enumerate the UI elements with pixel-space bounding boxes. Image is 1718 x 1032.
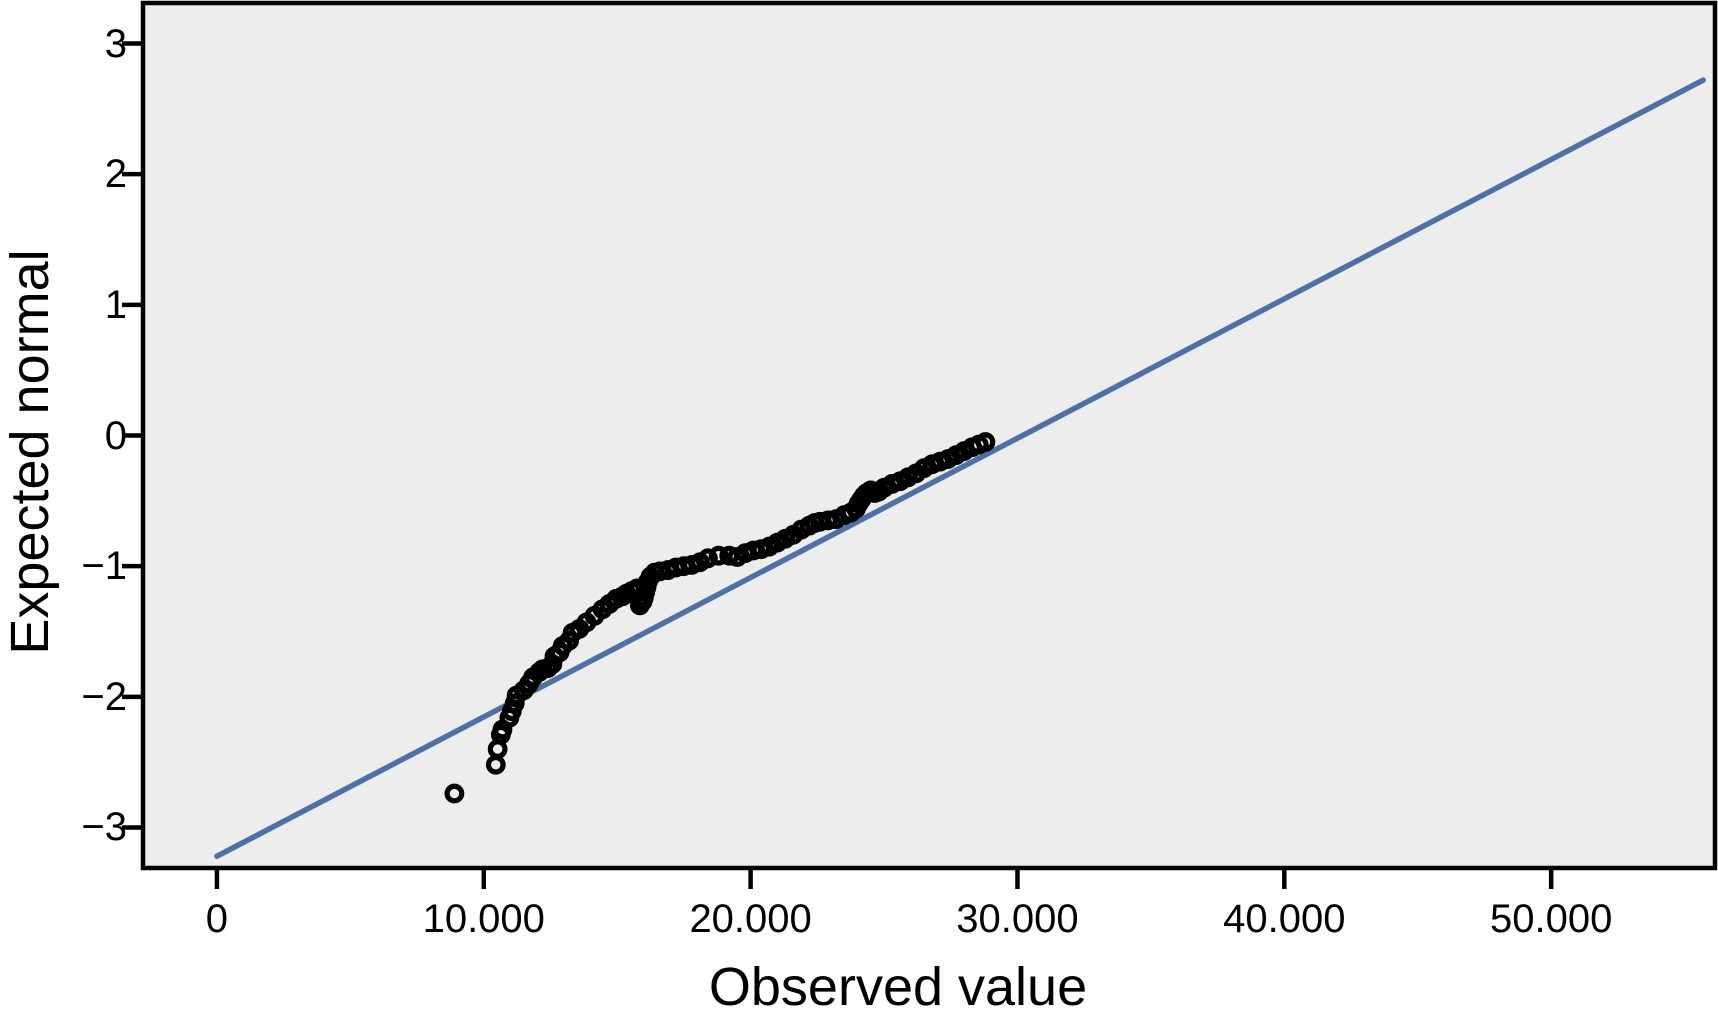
x-tick-label: 40.000 xyxy=(1223,897,1346,941)
y-tick-label: −2 xyxy=(81,674,127,719)
x-tick-label: 0 xyxy=(205,897,229,941)
data-point xyxy=(818,510,838,531)
y-tick-label: 1 xyxy=(104,282,127,327)
x-tick-label: 50.000 xyxy=(1489,897,1613,941)
x-tick-label: 10.000 xyxy=(422,897,545,941)
data-point xyxy=(708,545,729,566)
plot-area-background xyxy=(143,3,1715,868)
data-point xyxy=(698,548,718,569)
y-tick-label: 3 xyxy=(104,21,127,66)
y-tick-label: 2 xyxy=(104,152,127,197)
normal-reference-line xyxy=(214,77,1707,859)
y-tick-label: 0 xyxy=(104,413,127,458)
y-tick-label: −1 xyxy=(81,544,127,589)
x-axis-title: Observed value xyxy=(708,957,1088,1017)
x-tick-label: 20.000 xyxy=(689,897,812,941)
y-tick-label: −3 xyxy=(81,805,127,850)
data-point xyxy=(975,432,996,452)
data-point xyxy=(444,783,465,804)
x-tick-label: 30.000 xyxy=(956,897,1079,941)
